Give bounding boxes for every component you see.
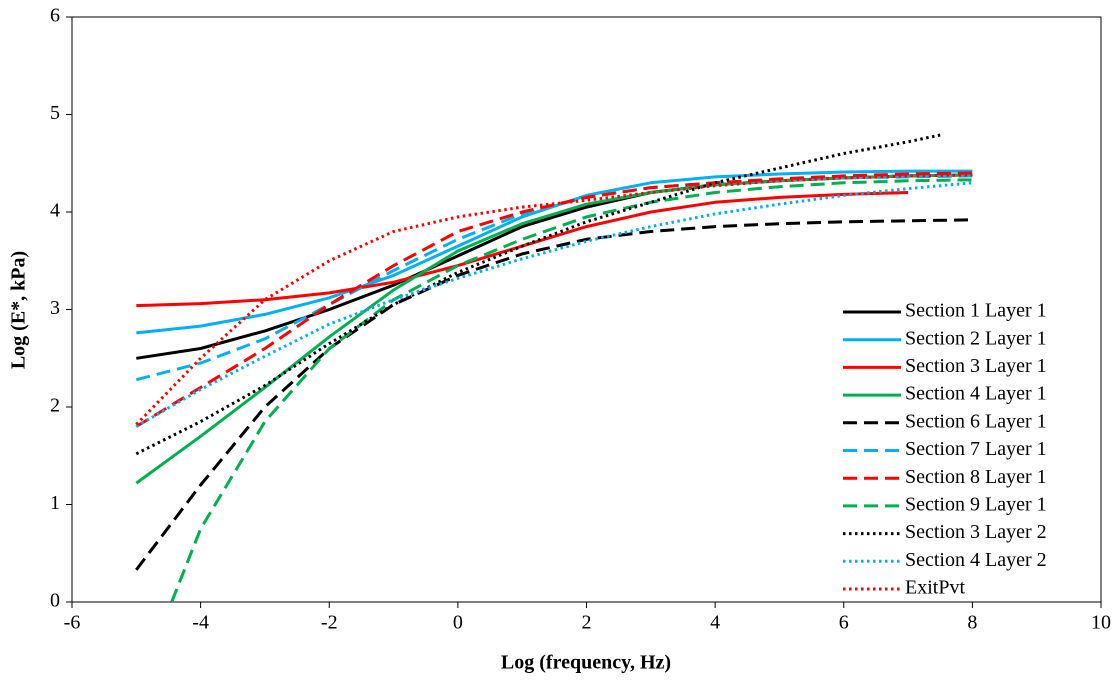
series-line bbox=[135, 133, 941, 456]
legend-label: Section 4 Layer 2 bbox=[905, 549, 1047, 571]
y-tick-label: 2 bbox=[50, 395, 60, 417]
legend-label: Section 3 Layer 1 bbox=[905, 355, 1047, 377]
legend-label: Section 1 Layer 1 bbox=[905, 300, 1047, 322]
x-tick-label: -6 bbox=[64, 612, 81, 634]
y-tick-label: 1 bbox=[50, 492, 60, 514]
x-tick-label: 4 bbox=[710, 612, 720, 634]
y-tick-label: 0 bbox=[50, 590, 60, 612]
y-tick-label: 5 bbox=[50, 102, 60, 124]
y-tick-label: 4 bbox=[50, 200, 60, 222]
series-line bbox=[136, 191, 909, 308]
x-tick-label: -4 bbox=[192, 612, 209, 634]
y-axis-title: Log (E*, kPa) bbox=[8, 251, 30, 369]
series-line bbox=[135, 218, 973, 571]
y-tick-label: 6 bbox=[50, 5, 60, 27]
series-line bbox=[135, 173, 973, 426]
legend-label: Section 3 Layer 2 bbox=[905, 521, 1047, 543]
legend-label: Section 2 Layer 1 bbox=[905, 327, 1047, 349]
x-axis-title: Log (frequency, Hz) bbox=[501, 652, 671, 674]
series-line bbox=[135, 181, 973, 428]
legend-label: ExitPvt bbox=[905, 577, 965, 599]
legend-label: Section 6 Layer 1 bbox=[905, 410, 1047, 432]
x-tick-label: 6 bbox=[839, 612, 849, 634]
series-line bbox=[135, 171, 973, 428]
y-tick-label: 3 bbox=[50, 297, 60, 319]
legend-label: Section 7 Layer 1 bbox=[905, 438, 1047, 460]
x-tick-label: 8 bbox=[967, 612, 977, 634]
x-tick-label: -2 bbox=[321, 612, 338, 634]
series-line bbox=[135, 173, 973, 485]
x-tick-label: 10 bbox=[1091, 612, 1111, 634]
legend-label: Section 9 Layer 1 bbox=[905, 493, 1047, 515]
x-tick-label: 0 bbox=[453, 612, 463, 634]
series-line bbox=[136, 173, 973, 360]
legend-label: Section 8 Layer 1 bbox=[905, 466, 1047, 488]
legend-label: Section 4 Layer 1 bbox=[905, 383, 1047, 405]
x-tick-label: 2 bbox=[582, 612, 592, 634]
series-line bbox=[170, 178, 973, 602]
